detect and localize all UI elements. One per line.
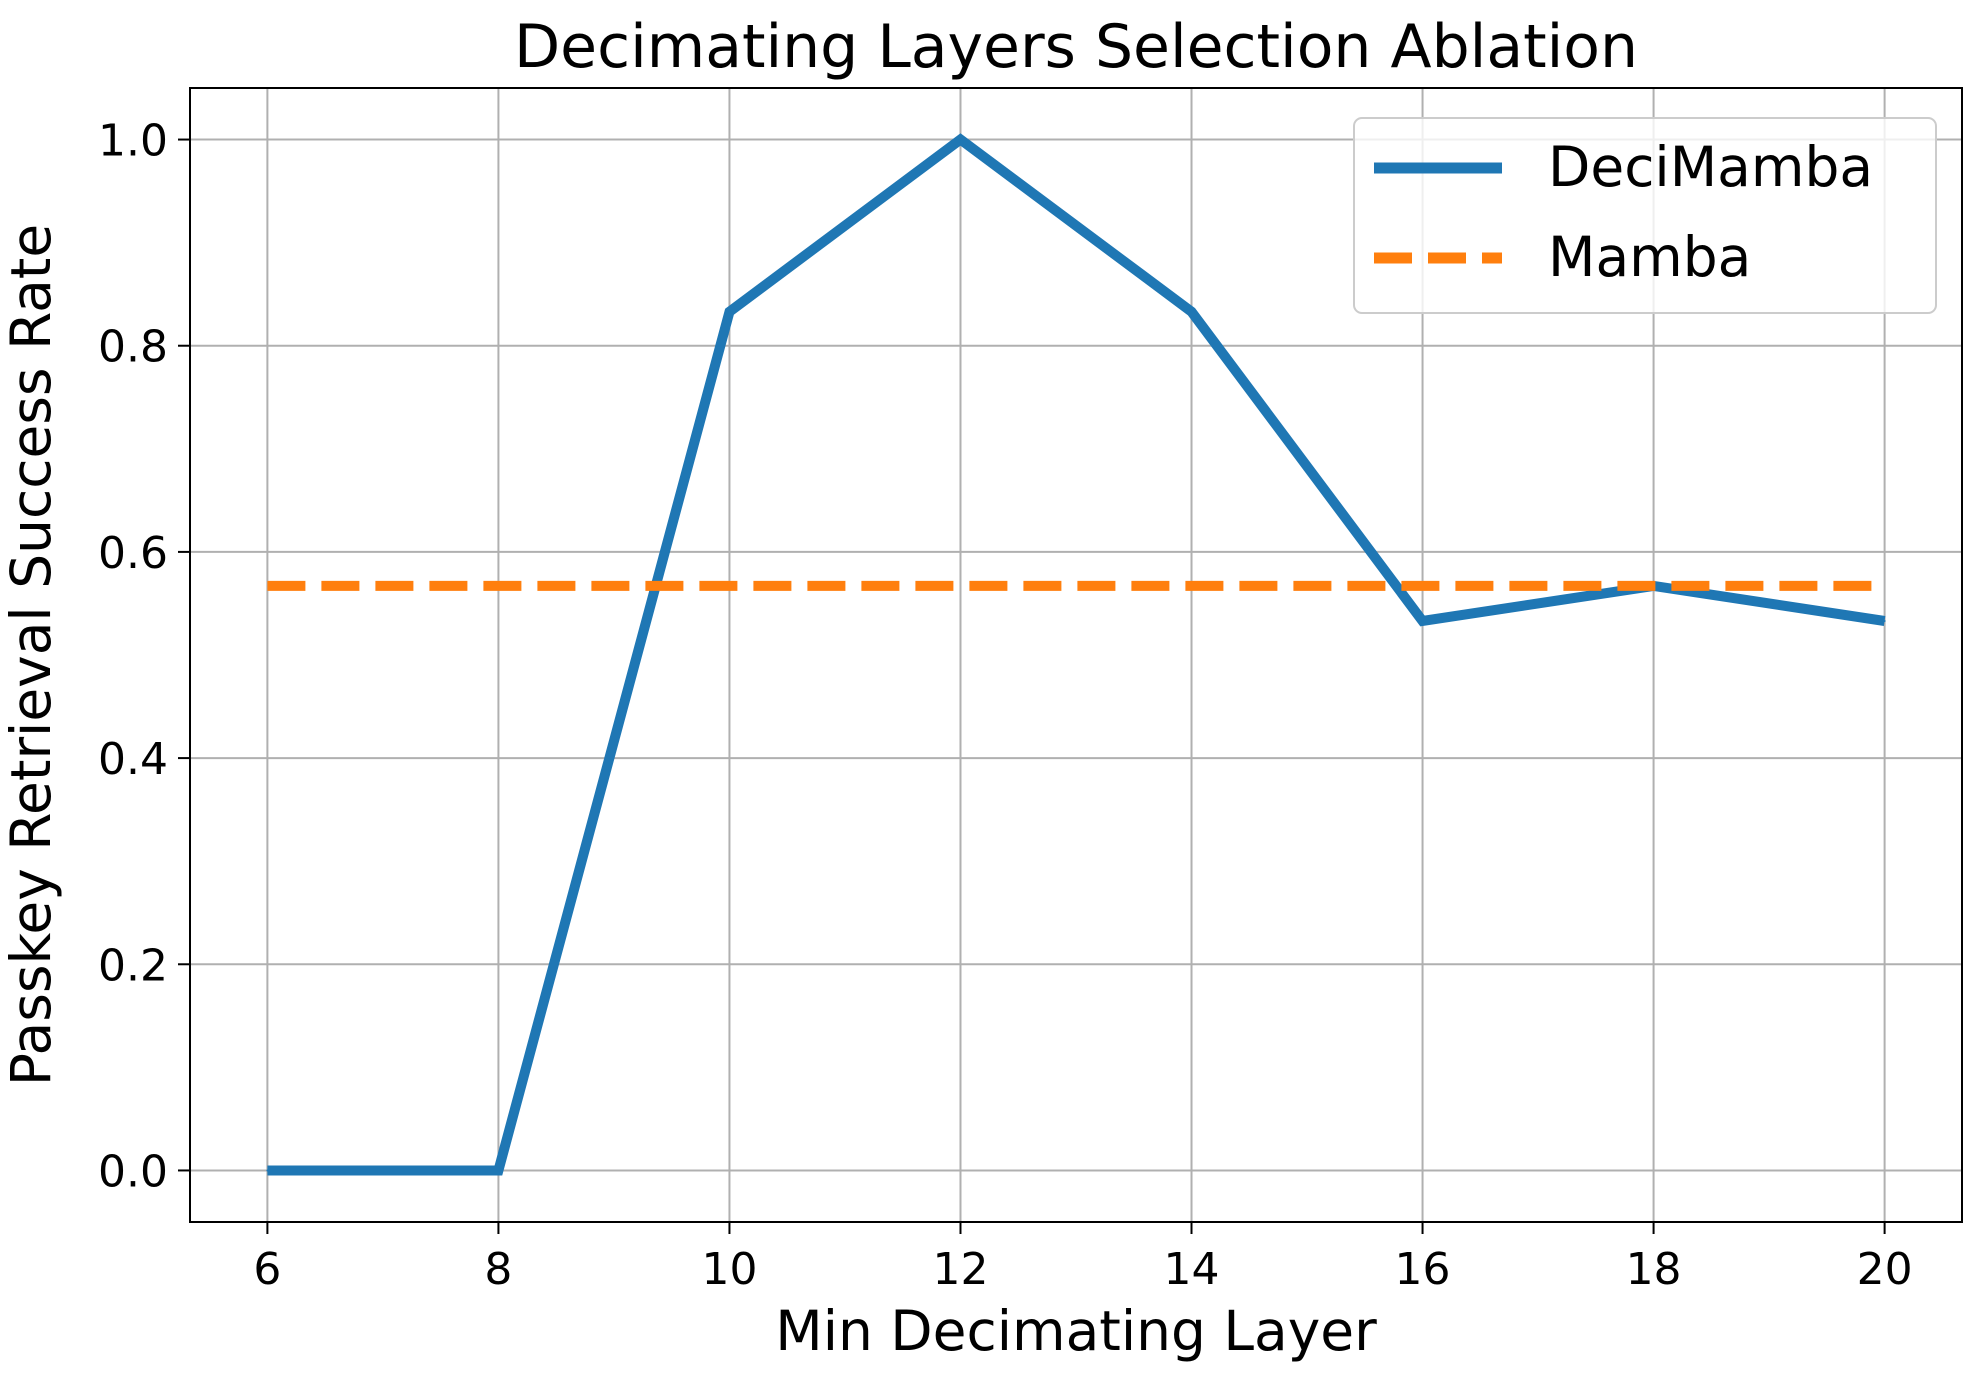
legend-label-mamba: Mamba xyxy=(1548,225,1751,289)
data-point-decimamba xyxy=(1883,619,1886,622)
x-tick-label: 16 xyxy=(1395,1244,1451,1295)
chart-title: Decimating Layers Selection Ablation xyxy=(514,12,1638,82)
data-point-decimamba xyxy=(1190,310,1193,313)
x-tick-label: 18 xyxy=(1626,1244,1682,1295)
x-tick-label: 14 xyxy=(1164,1244,1220,1295)
x-tick-label: 8 xyxy=(484,1244,512,1295)
axis-ticks: 6 8 10 12 14 16 18 20 0.0 0.2 0.4 0.6 0.8 1.0 xyxy=(98,116,1913,1295)
y-tick-label: 0.6 xyxy=(98,528,168,579)
y-tick-label: 1.0 xyxy=(98,116,168,167)
x-tick-label: 12 xyxy=(932,1244,988,1295)
data-point-decimamba xyxy=(497,1169,500,1172)
x-axis-label: Min Decimating Layer xyxy=(775,1299,1377,1363)
y-tick-label: 0.0 xyxy=(98,1146,168,1197)
data-point-decimamba xyxy=(1421,619,1424,622)
y-tick-label: 0.2 xyxy=(98,940,168,991)
legend-label-decimamba: DeciMamba xyxy=(1548,135,1873,199)
x-tick-label: 20 xyxy=(1857,1244,1913,1295)
data-point-decimamba xyxy=(959,138,962,141)
plot-frame xyxy=(189,87,1963,1223)
series-line-decimamba xyxy=(267,133,1886,1176)
plot-series xyxy=(266,133,1886,1176)
data-point-decimamba xyxy=(266,1169,269,1172)
y-tick-label: 0.8 xyxy=(98,322,168,373)
legend: DeciMamba Mamba xyxy=(1353,117,1937,314)
data-point-decimamba xyxy=(728,310,731,313)
y-tick-label: 0.4 xyxy=(98,734,168,785)
x-tick-label: 6 xyxy=(253,1244,281,1295)
x-tick-label: 10 xyxy=(701,1244,757,1295)
y-axis-label: Passkey Retrieval Success Rate xyxy=(0,224,63,1086)
